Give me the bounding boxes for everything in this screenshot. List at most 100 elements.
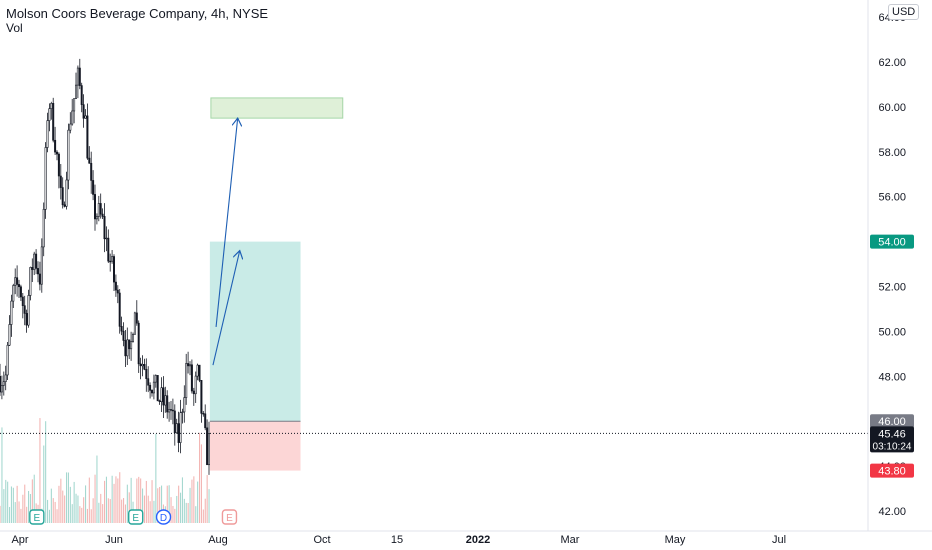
candle-body: [189, 364, 192, 367]
volume-bar: [104, 480, 106, 523]
candle-body: [16, 277, 19, 285]
candle: [107, 229, 110, 263]
candle: [137, 320, 140, 373]
earnings-marker[interactable]: E: [29, 509, 45, 525]
candle: [73, 98, 76, 124]
candle: [61, 177, 64, 209]
candle: [29, 266, 32, 301]
candle: [149, 382, 152, 399]
candle-body: [69, 123, 72, 131]
volume-bar: [5, 479, 7, 523]
candle: [114, 274, 117, 297]
candle: [23, 295, 26, 326]
long-position-loss-zone[interactable]: [209, 421, 301, 471]
candle-body: [111, 256, 114, 262]
volume-indicator-label[interactable]: Vol: [6, 21, 23, 35]
volume-bar: [16, 485, 18, 523]
entry-price-badge-value: 46.00: [878, 416, 906, 428]
candle: [55, 150, 58, 161]
volume-bar: [181, 477, 183, 523]
candle-body: [166, 395, 169, 413]
volume-bar: [111, 475, 113, 523]
candle: [57, 152, 60, 189]
long-position-profit-zone[interactable]: [209, 241, 301, 422]
target-price-badge-bg: [870, 234, 914, 249]
candle: [86, 103, 89, 160]
stop-price-badge-bg: [870, 463, 914, 478]
dividend-marker-badge: [155, 509, 172, 525]
volume-bar: [183, 498, 185, 523]
volume-bar: [83, 497, 85, 523]
candle-body: [44, 147, 47, 210]
candle-body: [126, 339, 129, 357]
candle: [111, 250, 114, 264]
price-tick-label: 52.00: [878, 282, 906, 294]
volume-bar: [128, 492, 130, 523]
earnings-marker[interactable]: E: [128, 509, 144, 525]
volume-bar: [109, 499, 111, 523]
volume-bar: [64, 495, 66, 523]
candle: [67, 123, 70, 190]
volume-bar: [90, 509, 92, 523]
volume-bar: [73, 481, 75, 523]
volume-bar: [29, 494, 31, 523]
stop-price-badge-value: 43.80: [878, 466, 906, 478]
volume-bar: [98, 502, 100, 523]
trend-arrow[interactable]: [212, 251, 240, 366]
candle: [99, 193, 102, 219]
candle-body: [120, 326, 123, 332]
candle-body: [88, 157, 91, 164]
volume-bar: [77, 495, 79, 523]
candle-body: [173, 410, 176, 434]
volume-bar: [155, 433, 157, 523]
candle: [166, 390, 169, 419]
time-tick-label: May: [665, 534, 686, 546]
volume-bar: [113, 483, 115, 523]
candle-body: [124, 340, 127, 357]
volume-bar: [66, 472, 68, 523]
candle: [103, 203, 106, 253]
candle: [6, 341, 9, 380]
volume-bar: [149, 501, 151, 523]
candle: [206, 419, 209, 466]
trend-arrow[interactable]: [215, 118, 238, 327]
drawing-zones: [209, 97, 344, 471]
target-zone-rect[interactable]: [210, 97, 344, 119]
candle-body: [122, 330, 125, 341]
candle: [84, 109, 87, 119]
candle-body: [67, 129, 70, 181]
volume-bar: [161, 485, 163, 523]
candle-body: [156, 375, 159, 402]
candle-body: [208, 433, 211, 466]
volume-bar: [92, 498, 94, 523]
candle-body: [190, 364, 193, 392]
candle-body: [192, 390, 195, 395]
volume-bar: [1, 427, 3, 523]
candle-body: [10, 300, 13, 325]
price-tick-label: 58.00: [878, 147, 906, 159]
volume-bar: [10, 486, 12, 523]
volume-bar: [58, 485, 60, 523]
candle: [97, 195, 100, 222]
symbol-title[interactable]: Molson Coors Beverage Company, 4h, NYSE: [6, 6, 269, 21]
candle-body: [116, 289, 119, 294]
volume-bar: [178, 485, 180, 523]
candle-body: [187, 363, 190, 367]
trend-arrows[interactable]: [212, 118, 240, 366]
candle: [196, 363, 199, 381]
time-tick-label: Oct: [313, 534, 330, 546]
candle: [194, 371, 197, 403]
time-axis[interactable]: Apr Jun Aug Oct 15 2022 Mar May Jul: [0, 530, 932, 546]
candle: [31, 258, 34, 283]
candle-body: [40, 246, 43, 285]
currency-badge[interactable]: USD: [888, 4, 920, 20]
event-marker-letter: E: [34, 513, 41, 524]
volume-bar: [202, 509, 204, 523]
volume-bar: [85, 485, 87, 523]
volume-bar: [24, 484, 26, 523]
candle: [152, 374, 155, 400]
dividend-marker[interactable]: D: [155, 509, 172, 525]
earnings-marker[interactable]: E: [221, 509, 238, 525]
